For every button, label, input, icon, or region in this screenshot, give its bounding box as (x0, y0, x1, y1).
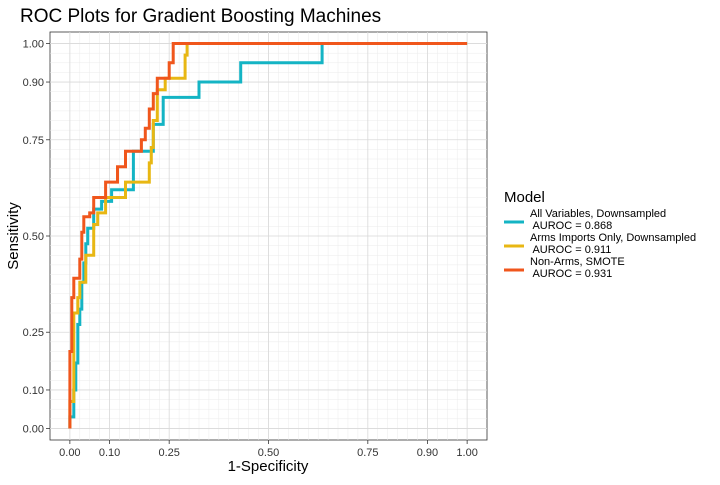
legend-label-1: All Variables, Downsampled AUROC = 0.868 (530, 208, 666, 232)
y-tick-label: 0.10 (23, 385, 44, 397)
roc-line-series-3 (68, 42, 468, 429)
x-tick-label: 0.75 (357, 447, 378, 459)
legend-title: Model (504, 189, 545, 206)
y-tick-label: 1.00 (23, 39, 44, 51)
x-tick-label: 0.10 (99, 447, 120, 459)
y-tick-label: 0.25 (23, 327, 44, 339)
series-lines (68, 42, 468, 429)
x-tick-label: 0.90 (417, 447, 438, 459)
legend-label-line: Non-Arms, SMOTE (530, 256, 625, 268)
grid (50, 32, 487, 440)
legend-label-2: Arms Imports Only, Downsampled AUROC = 0… (530, 232, 696, 256)
x-axis-label: 1-Specificity (228, 458, 309, 475)
y-axis-label: Sensitivity (5, 202, 22, 270)
legend-label-line: AUROC = 0.931 (530, 268, 612, 280)
legend-label-line: All Variables, Downsampled (530, 208, 666, 220)
legend-label-3: Non-Arms, SMOTE AUROC = 0.931 (530, 256, 625, 280)
legend: Model All Variables, Downsampled AUROC =… (504, 189, 696, 280)
x-tick-label: 0.25 (158, 447, 179, 459)
x-tick-label: 0.00 (59, 447, 80, 459)
y-tick-label: 0.50 (23, 231, 44, 243)
x-tick-label: 1.00 (456, 447, 477, 459)
legend-label-line: Arms Imports Only, Downsampled (530, 232, 696, 244)
y-tick-label: 0.00 (23, 423, 44, 435)
y-tick-label: 0.90 (23, 77, 44, 89)
roc-line-series-2 (68, 42, 468, 429)
y-tick-label: 0.75 (23, 135, 44, 147)
legend-label-line: AUROC = 0.868 (530, 220, 612, 232)
chart-title: ROC Plots for Gradient Boosting Machines (20, 6, 381, 27)
x-tick-label: 0.50 (258, 447, 279, 459)
axes: 0.00 0.10 0.25 0.50 0.75 0.90 1.00 0.00 0.10 0.25… (23, 39, 478, 459)
legend-label-line: AUROC = 0.911 (530, 244, 611, 256)
